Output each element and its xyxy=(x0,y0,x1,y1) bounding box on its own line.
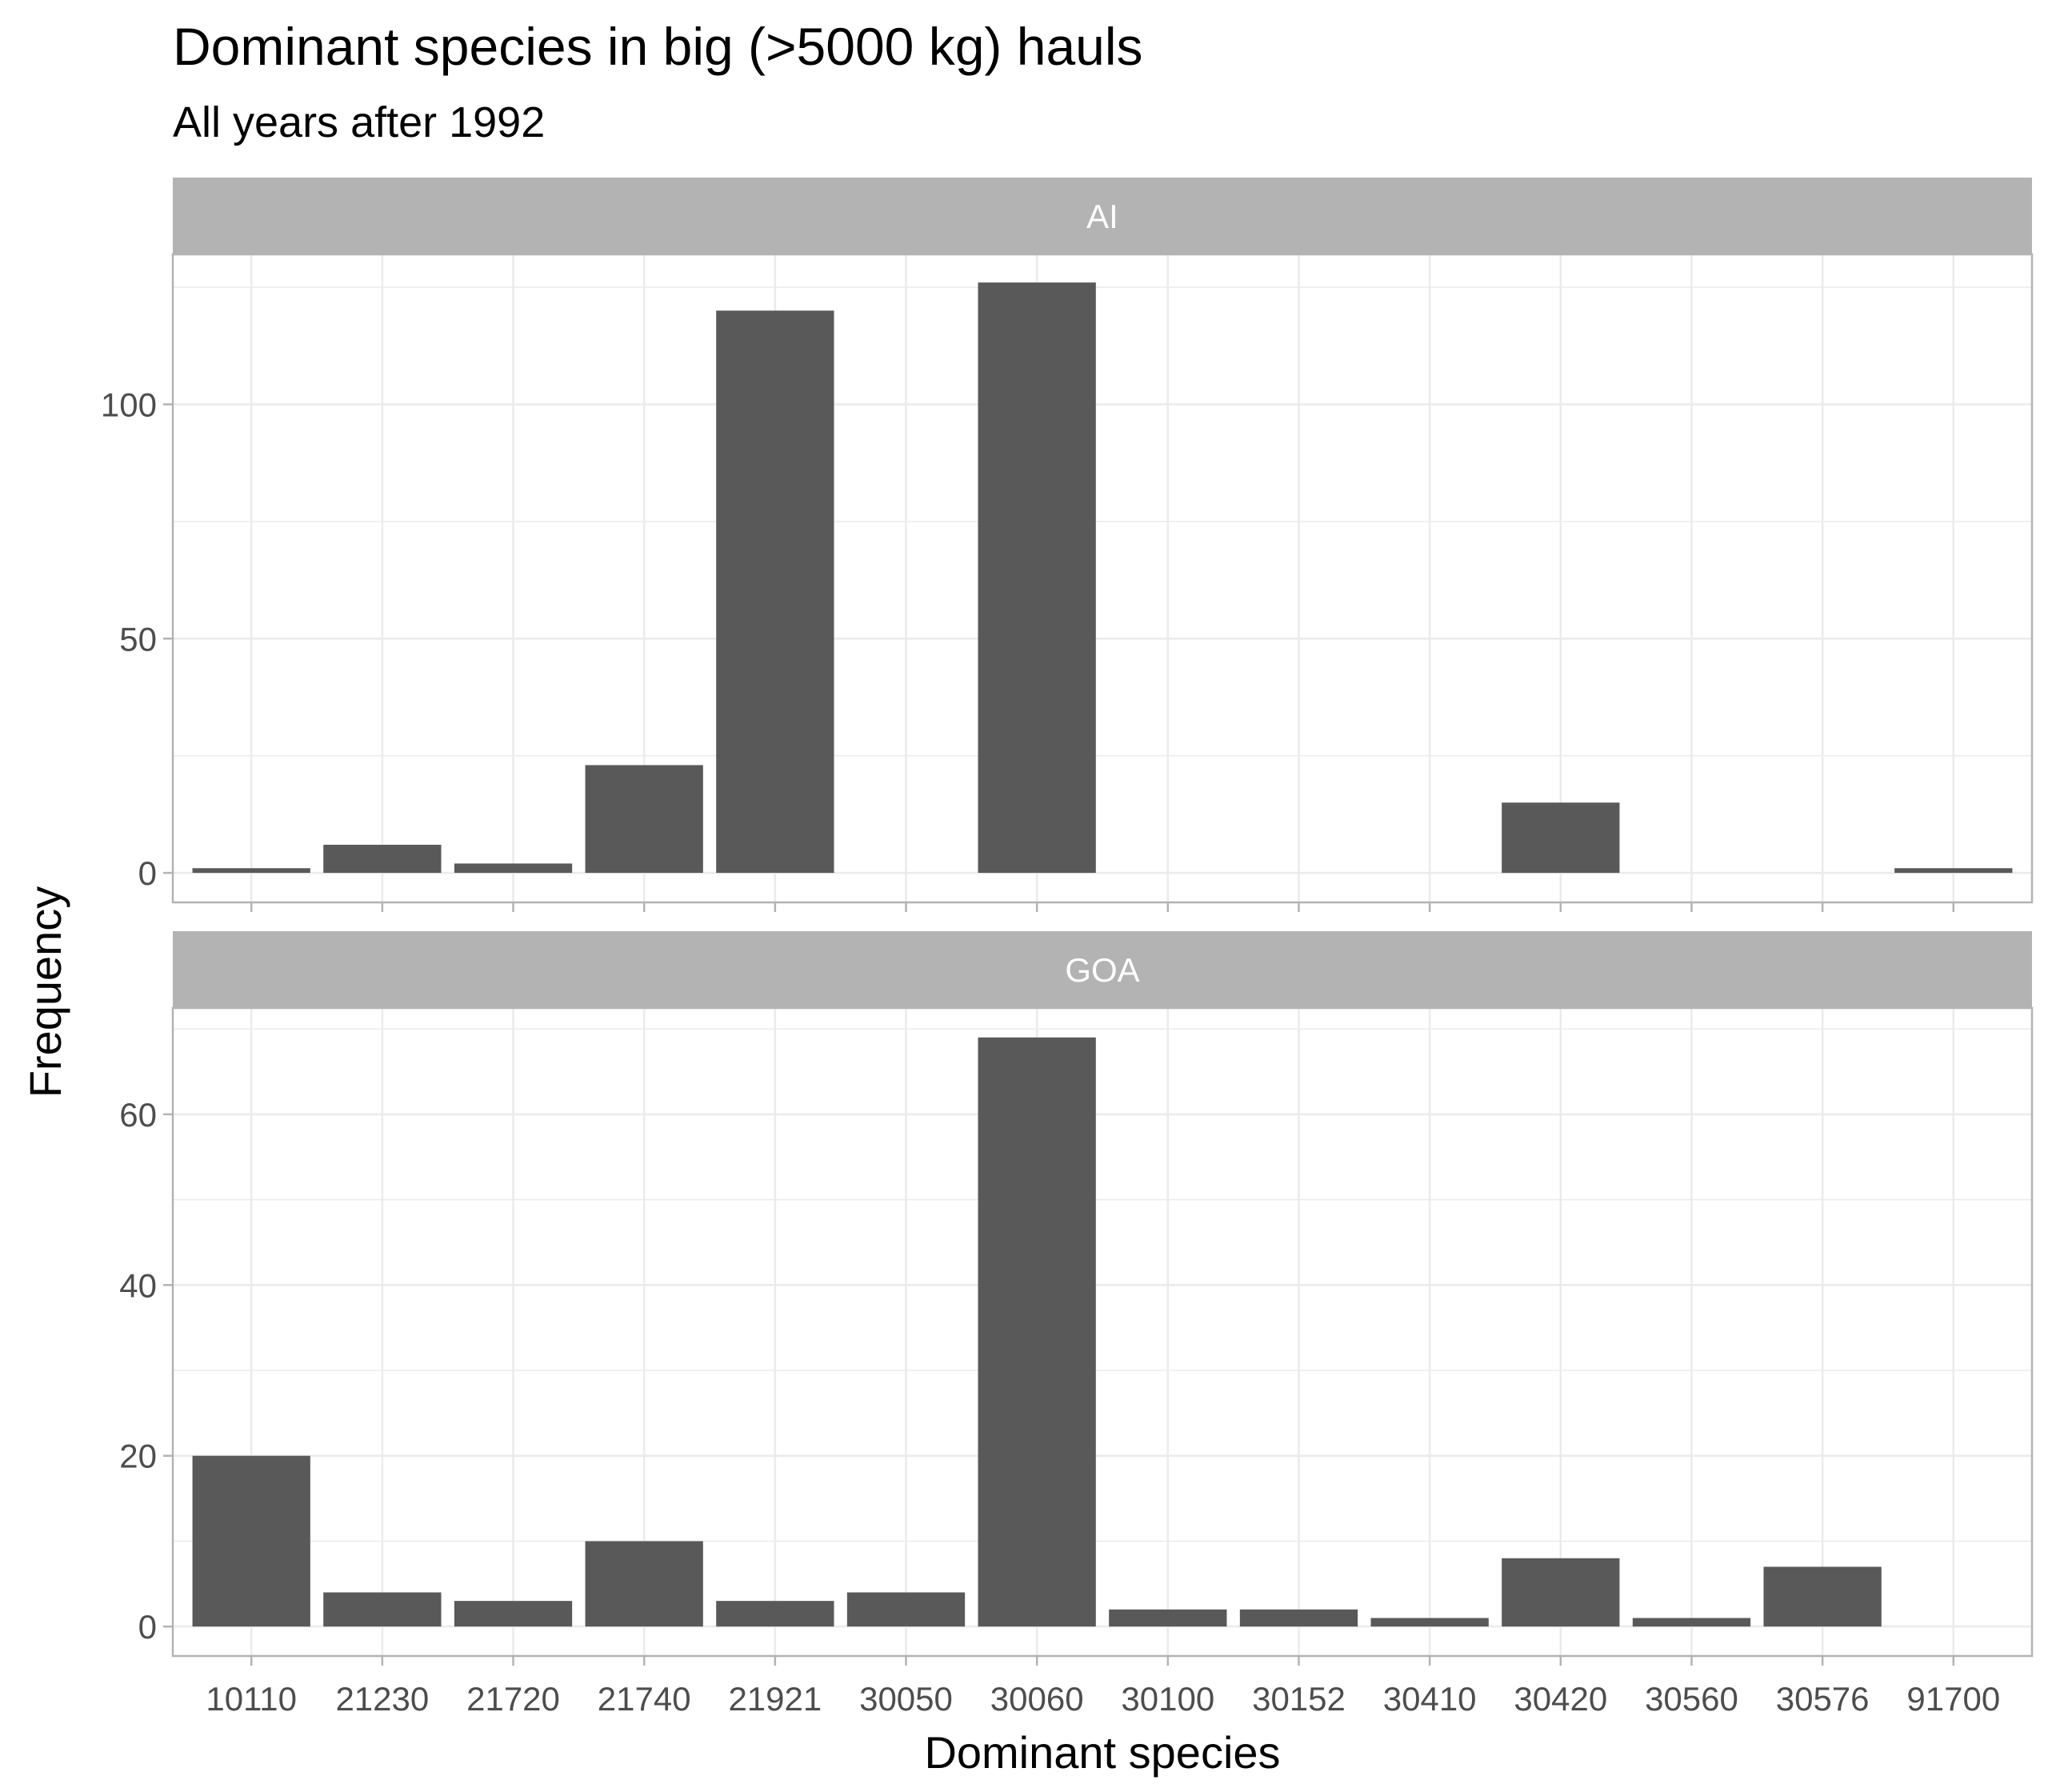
x-tick-label: 30560 xyxy=(1645,1680,1738,1718)
x-tick-label: 91700 xyxy=(1906,1680,2000,1718)
y-tick-label: 0 xyxy=(138,854,157,892)
bar-goa-21230 xyxy=(323,1592,442,1627)
y-tick-label: 50 xyxy=(119,620,157,658)
x-tick-label: 21740 xyxy=(598,1680,691,1718)
facet-strip-label: AI xyxy=(1086,198,1118,235)
bar-goa-30560 xyxy=(1632,1618,1751,1627)
bar-ai-21921 xyxy=(716,310,834,874)
panel-border xyxy=(171,253,2034,904)
x-tick-label: 30100 xyxy=(1121,1680,1214,1718)
bar-goa-30050 xyxy=(846,1592,966,1627)
bar-goa-30152 xyxy=(1239,1609,1358,1627)
bar-ai-30420 xyxy=(1502,802,1620,874)
y-tick-label: 60 xyxy=(119,1096,157,1134)
x-tick-label: 30152 xyxy=(1252,1680,1346,1718)
bar-goa-30100 xyxy=(1109,1609,1227,1627)
bar-ai-91700 xyxy=(1894,868,2013,874)
bar-goa-21921 xyxy=(716,1601,834,1627)
bar-goa-10110 xyxy=(192,1455,310,1627)
x-tick-label: 10110 xyxy=(206,1680,297,1718)
y-tick-label: 0 xyxy=(138,1608,157,1646)
y-axis-title: Frequency xyxy=(20,886,70,1098)
x-axis-title: Dominant species xyxy=(924,1727,1280,1778)
bar-ai-10110 xyxy=(192,868,310,874)
bar-ai-21230 xyxy=(323,844,442,874)
chart-subtitle: All years after 1992 xyxy=(173,98,546,146)
x-tick-label: 30050 xyxy=(859,1680,953,1718)
bar-goa-21740 xyxy=(585,1541,703,1627)
bar-ai-30060 xyxy=(978,282,1096,874)
panel-background xyxy=(173,1008,2032,1656)
x-tick-label: 21230 xyxy=(335,1680,429,1718)
bar-goa-30420 xyxy=(1502,1558,1620,1627)
x-tick-label: 21921 xyxy=(728,1680,822,1718)
chart-title: Dominant species in big (>5000 kg) hauls xyxy=(173,17,1143,76)
bar-goa-30410 xyxy=(1370,1618,1489,1627)
bar-ai-21720 xyxy=(454,863,573,874)
panel-background xyxy=(173,254,2032,902)
facet-strip-ai xyxy=(173,178,2032,254)
y-tick-label: 20 xyxy=(119,1438,157,1475)
x-tick-label: 30060 xyxy=(990,1680,1084,1718)
bar-goa-30576 xyxy=(1763,1566,1882,1627)
x-tick-label: 30410 xyxy=(1383,1680,1477,1718)
x-tick-label: 30576 xyxy=(1776,1680,1870,1718)
facet-strip-goa xyxy=(173,931,2032,1008)
y-tick-label: 40 xyxy=(119,1266,157,1304)
x-tick-label: 21720 xyxy=(466,1680,560,1718)
x-tick-label: 30420 xyxy=(1514,1680,1607,1718)
bar-goa-21720 xyxy=(454,1601,573,1627)
bar-ai-21740 xyxy=(585,765,703,874)
panel-border xyxy=(171,1006,2034,1658)
facet-strip-label: GOA xyxy=(1065,951,1139,989)
y-tick-label: 100 xyxy=(101,386,157,423)
bar-goa-30060 xyxy=(978,1037,1096,1627)
